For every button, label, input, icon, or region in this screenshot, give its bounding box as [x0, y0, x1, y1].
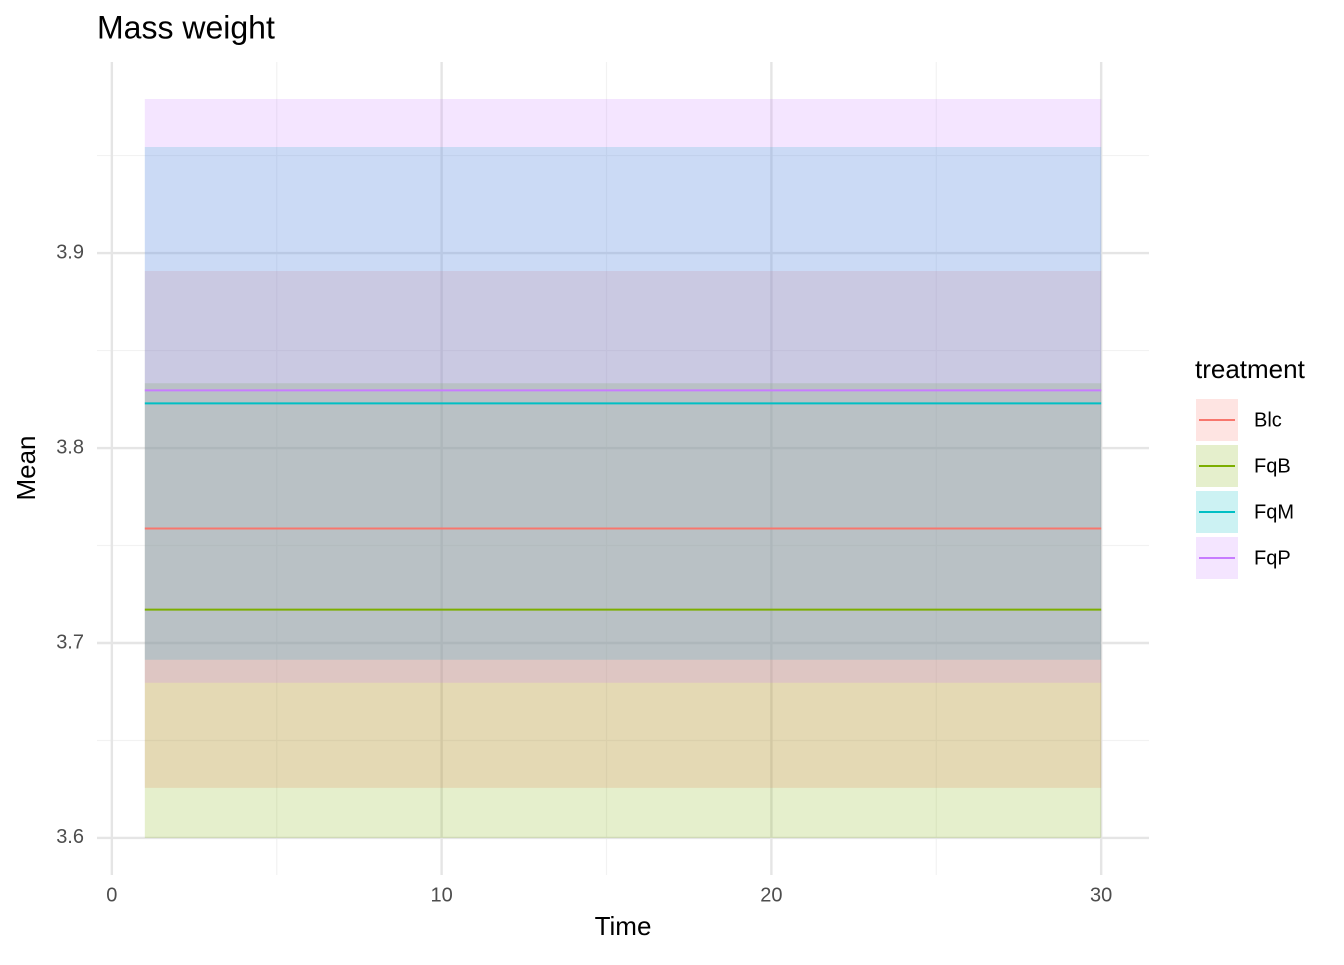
y-axis-title: Mean [11, 435, 41, 500]
y-tick-label: 3.7 [56, 631, 84, 653]
x-tick-label: 10 [430, 884, 452, 906]
legend-label: FqM [1254, 501, 1294, 523]
y-tick-label: 3.9 [56, 241, 84, 263]
x-axis-title: Time [595, 911, 652, 941]
chart-title: Mass weight [97, 9, 275, 45]
legend-label: Blc [1254, 409, 1282, 431]
x-tick-label: 30 [1090, 884, 1112, 906]
legend-title: treatment [1195, 354, 1306, 384]
y-tick-label: 3.8 [56, 436, 84, 458]
legend-label: FqP [1254, 547, 1291, 569]
x-tick-label: 0 [106, 884, 117, 906]
x-tick-label: 20 [760, 884, 782, 906]
legend-label: FqB [1254, 455, 1291, 477]
y-tick-label: 3.6 [56, 826, 84, 848]
